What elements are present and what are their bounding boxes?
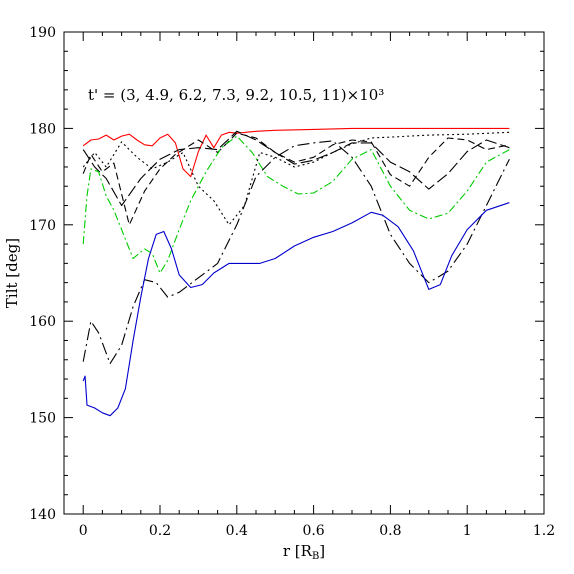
x-tick-label: 0.2 <box>149 523 171 539</box>
series-line-2 <box>82 131 510 226</box>
y-tick-label: 160 <box>29 314 56 330</box>
series-line-3 <box>82 132 510 226</box>
series-line-5 <box>82 135 510 274</box>
x-axis-label-sub: B <box>312 551 319 562</box>
y-tick-label: 190 <box>29 25 56 41</box>
series-line-1 <box>82 127 510 178</box>
x-tick-label: 0.4 <box>226 523 248 539</box>
x-tick-label: 1.2 <box>533 523 555 539</box>
x-tick-label: 0 <box>79 523 88 539</box>
x-axis-label-main: r [R <box>283 542 313 560</box>
series-group <box>82 127 510 417</box>
y-tick-label: 180 <box>29 121 56 137</box>
tick-group: 0 0.2 0.4 0.6 0.8 1 1.2 140 150 160 170 180 190 <box>29 25 555 539</box>
plot-frame <box>63 31 545 515</box>
x-axis-label: r [RB] <box>283 542 325 562</box>
y-tick-label: 170 <box>29 218 56 234</box>
y-tick-label: 150 <box>29 411 56 427</box>
chart-annotation: t' = (3, 4.9, 6.2, 7.3, 9.2, 10.5, 11)×1… <box>88 86 384 104</box>
series-line-6 <box>82 140 510 365</box>
y-tick-label: 140 <box>29 507 56 523</box>
y-axis-label: Tilt [deg] <box>3 238 21 308</box>
series-line-7 <box>82 202 510 417</box>
x-axis-label-close: ] <box>319 542 325 560</box>
x-tick-label: 0.8 <box>379 523 401 539</box>
series-line-4 <box>82 130 510 207</box>
x-tick-label: 1 <box>463 523 472 539</box>
x-tick-label: 0.6 <box>302 523 324 539</box>
